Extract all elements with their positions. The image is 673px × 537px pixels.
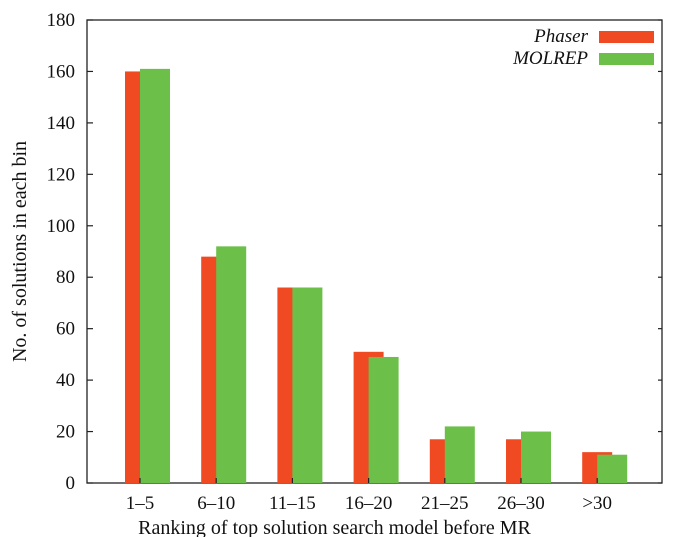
bar-molrep (368, 356, 399, 483)
x-tick-label: 6–10 (197, 493, 235, 514)
bar-molrep (597, 454, 628, 483)
y-tick-label: 20 (56, 422, 75, 443)
bar-molrep (521, 431, 551, 483)
y-tick-label: 80 (56, 267, 75, 288)
bar-molrep (292, 287, 323, 483)
bar-molrep (444, 426, 475, 483)
y-tick-label: 180 (47, 10, 76, 31)
y-axis: 0 20 40 60 80 100 120 140 160 180 (47, 10, 662, 494)
y-tick-label: 40 (56, 370, 75, 391)
x-axis: 1–5 6–10 11–15 16–20 21–25 26–30 >30 (126, 478, 612, 514)
x-tick-label: 26–30 (497, 493, 545, 514)
bar-molrep (216, 246, 247, 483)
bars-group (125, 68, 628, 483)
x-tick-label: 21–25 (421, 493, 469, 514)
legend-label: Phaser (533, 26, 588, 47)
y-tick-label: 100 (47, 216, 76, 237)
legend-swatch (599, 53, 654, 65)
y-tick-label: 160 (47, 61, 76, 82)
bar-molrep (140, 68, 170, 483)
x-tick-label: >30 (582, 493, 612, 514)
x-tick-label: 1–5 (126, 493, 155, 514)
y-tick-label: 120 (47, 164, 76, 185)
y-tick-label: 140 (47, 113, 76, 134)
legend-label: MOLREP (512, 48, 588, 69)
y-tick-label: 60 (56, 319, 75, 340)
y-axis-label: No. of solutions in each bin (9, 141, 31, 362)
y-tick-label: 0 (66, 473, 76, 494)
legend-swatch (599, 31, 654, 43)
x-tick-label: 16–20 (345, 493, 393, 514)
x-tick-label: 11–15 (269, 493, 316, 514)
x-axis-label: Ranking of top solution search model bef… (138, 517, 531, 537)
